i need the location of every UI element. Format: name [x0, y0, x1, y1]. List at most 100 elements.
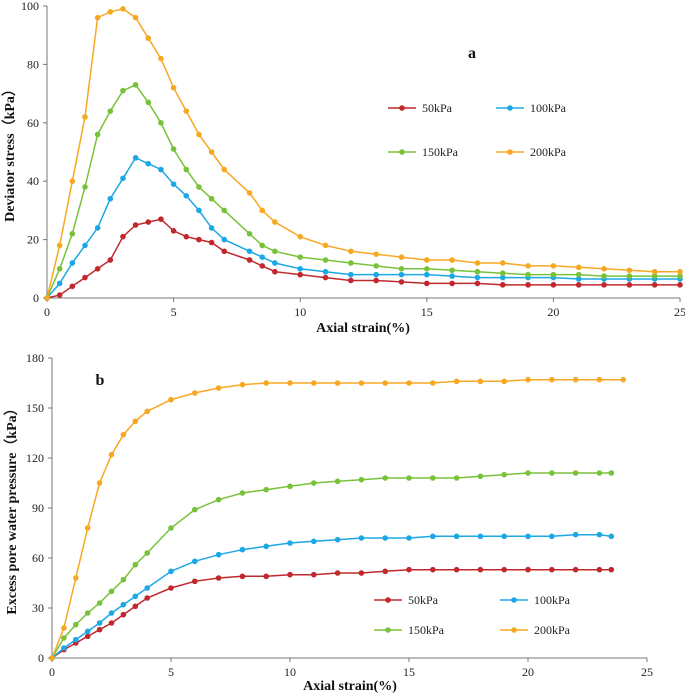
data-point-100kPa	[358, 535, 365, 541]
data-point-150kPa	[168, 525, 174, 531]
data-point-150kPa	[348, 260, 354, 266]
legend-label-100kPa: 100kPa	[534, 593, 571, 607]
data-point-50kPa	[120, 233, 126, 240]
data-point-50kPa	[183, 233, 190, 240]
data-point-50kPa	[453, 566, 460, 573]
data-point-100kPa	[334, 536, 341, 543]
data-point-200kPa	[208, 149, 215, 155]
data-point-150kPa	[61, 635, 67, 641]
data-point-200kPa	[107, 9, 114, 15]
data-point-50kPa	[430, 566, 436, 573]
data-point-50kPa	[208, 239, 215, 246]
panel-label: a	[468, 45, 476, 62]
data-point-100kPa	[84, 628, 91, 635]
data-point-200kPa	[453, 378, 460, 385]
legend-marker-150kPa	[385, 627, 391, 633]
data-point-50kPa	[170, 228, 177, 234]
y-tick-label: 40	[27, 174, 39, 188]
x-tick-label: 15	[421, 305, 433, 319]
data-point-200kPa	[474, 260, 481, 266]
data-point-150kPa	[626, 273, 633, 279]
data-point-150kPa	[144, 550, 150, 556]
data-point-150kPa	[120, 87, 126, 94]
legend-label-100kPa: 100kPa	[530, 101, 567, 115]
data-point-50kPa	[84, 633, 91, 640]
data-point-200kPa	[398, 254, 405, 260]
data-point-50kPa	[572, 566, 579, 573]
data-point-200kPa	[651, 268, 658, 275]
data-point-50kPa	[626, 282, 633, 288]
data-point-100kPa	[107, 195, 114, 202]
data-point-100kPa	[168, 568, 174, 575]
data-point-50kPa	[398, 279, 405, 285]
data-point-200kPa	[196, 131, 202, 138]
data-point-150kPa	[82, 184, 88, 190]
data-point-200kPa	[49, 655, 55, 661]
data-point-50kPa	[144, 595, 150, 601]
data-point-150kPa	[501, 471, 508, 478]
data-point-200kPa	[246, 190, 253, 196]
x-tick-label: 25	[674, 305, 685, 319]
legend-marker-150kPa	[399, 149, 405, 155]
data-point-50kPa	[348, 277, 354, 284]
chart-b: 0 5 10 15 20 25 0 30 60 90 120 150 180 Axial strain(%…	[4, 351, 653, 694]
series-line-100kPa	[46, 156, 680, 299]
data-point-200kPa	[168, 396, 174, 403]
data-point-50kPa	[311, 571, 317, 578]
data-point-50kPa	[168, 585, 174, 591]
data-point-100kPa	[158, 166, 164, 173]
data-point-100kPa	[145, 160, 152, 167]
legend-marker-200kPa	[511, 627, 517, 633]
data-point-100kPa	[183, 193, 190, 199]
x-tick-label: 25	[641, 665, 653, 679]
data-point-150kPa	[221, 207, 228, 214]
data-point-200kPa	[263, 380, 270, 386]
data-point-50kPa	[334, 570, 341, 576]
x-tick-label: 0	[44, 305, 50, 319]
data-point-50kPa	[322, 274, 329, 281]
data-point-150kPa	[549, 470, 555, 476]
data-point-150kPa	[132, 561, 139, 568]
x-tick-label: 5	[171, 305, 177, 319]
data-point-100kPa	[82, 242, 88, 249]
data-point-50kPa	[358, 570, 365, 576]
data-point-50kPa	[96, 626, 103, 633]
data-point-100kPa	[132, 155, 139, 161]
data-point-50kPa	[263, 573, 270, 580]
data-point-50kPa	[120, 611, 127, 618]
data-point-200kPa	[525, 376, 531, 383]
data-point-150kPa	[499, 270, 506, 276]
data-point-100kPa	[73, 636, 79, 643]
data-point-150kPa	[183, 166, 190, 173]
legend-marker-100kPa	[507, 105, 513, 111]
data-point-200kPa	[287, 380, 293, 386]
data-point-150kPa	[677, 273, 683, 279]
data-point-100kPa	[608, 533, 615, 540]
data-point-50kPa	[56, 292, 63, 298]
data-point-50kPa	[69, 283, 76, 290]
data-point-50kPa	[406, 566, 412, 573]
data-point-150kPa	[525, 271, 531, 278]
data-point-150kPa	[259, 242, 266, 249]
data-point-50kPa	[145, 219, 152, 225]
data-point-50kPa	[196, 236, 202, 243]
data-point-200kPa	[525, 263, 531, 269]
data-point-100kPa	[575, 276, 582, 282]
data-point-150kPa	[145, 99, 152, 106]
data-point-200kPa	[424, 257, 430, 263]
data-point-100kPa	[239, 546, 246, 553]
data-point-150kPa	[449, 267, 455, 274]
data-point-150kPa	[287, 483, 293, 490]
data-point-50kPa	[132, 222, 139, 228]
data-point-100kPa	[477, 533, 484, 540]
data-point-200kPa	[84, 525, 91, 531]
series-line-50kPa	[46, 218, 680, 299]
legend-label-50kPa: 50kPa	[422, 101, 453, 115]
data-point-200kPa	[620, 376, 626, 383]
data-point-100kPa	[398, 271, 405, 278]
data-point-50kPa	[651, 282, 658, 288]
data-point-150kPa	[550, 271, 557, 278]
data-point-100kPa	[61, 645, 67, 651]
data-point-200kPa	[132, 418, 139, 425]
legend-label-150kPa: 150kPa	[422, 145, 459, 159]
